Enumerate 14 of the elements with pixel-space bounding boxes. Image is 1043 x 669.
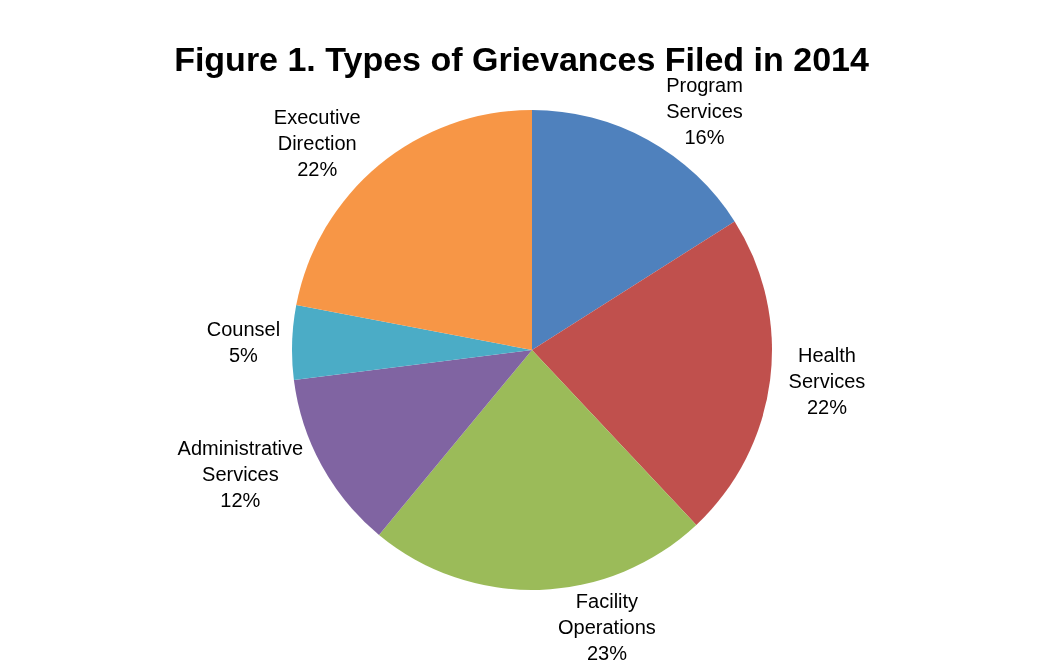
data-label: 5% [228, 344, 259, 367]
slice-label: Facility Operations [558, 589, 656, 638]
pie-slice [292, 305, 532, 381]
data-label: 12% [220, 489, 261, 512]
pie-slice [379, 350, 697, 590]
data-label: 22% [806, 395, 848, 418]
slice-label: Health Services [788, 343, 866, 392]
data-label: 23% [586, 641, 628, 664]
data-label: 16% [684, 126, 725, 149]
pie-slice [532, 221, 772, 525]
slice-label: Counsel [206, 318, 281, 341]
slice-label: Executive Direction [273, 106, 361, 155]
data-label: 22% [297, 158, 338, 181]
slice-label: Administrative Services [177, 437, 304, 486]
